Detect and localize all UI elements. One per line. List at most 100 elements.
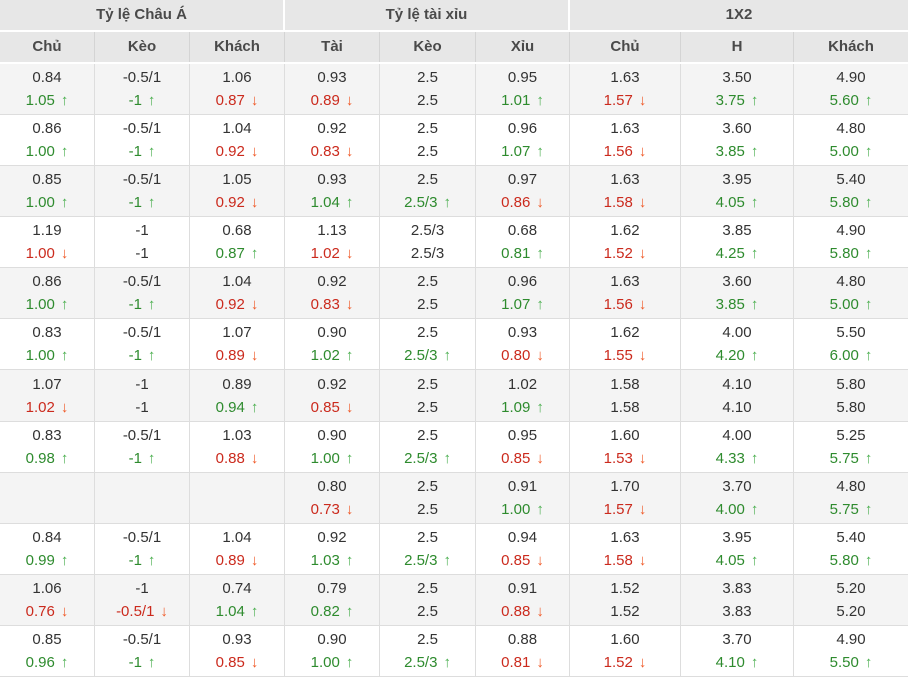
odds-value-previous: 1.13 [317, 222, 347, 240]
odds-value-previous: 0.96 [507, 120, 538, 138]
up-arrow-icon: ↑ [147, 194, 156, 212]
odds-value-previous: 4.00 [722, 426, 752, 444]
odds-value-previous: 0.93 [507, 324, 538, 342]
down-arrow-icon: ↓ [250, 296, 259, 314]
odds-value-previous: 1.05 [222, 171, 252, 189]
odds-cell-ou-under: 0.95 1.01 ↑ [476, 64, 570, 115]
up-arrow-icon: ↑ [864, 143, 873, 161]
odds-value-previous: 3.70 [722, 630, 752, 648]
odds-value-current: 4.00 ↑ [715, 500, 759, 518]
odds-value-previous: 2.5 [417, 528, 438, 546]
down-arrow-icon: ↓ [60, 398, 69, 416]
odds-cell-ou-under: 0.95 0.85 ↓ [476, 421, 570, 472]
column-header-asia-home: Chủ [0, 32, 95, 62]
odds-value-current: 5.00 ↑ [829, 143, 873, 161]
odds-value-current: 2.5 [417, 500, 438, 518]
odds-value-previous: 4.90 [836, 222, 866, 240]
odds-cell-ou-under: 0.88 0.81 ↓ [476, 625, 570, 676]
odds-value-previous: -0.5/1 [122, 120, 162, 138]
up-arrow-icon: ↑ [536, 245, 544, 263]
column-header-1x2-away: Khách [794, 32, 908, 62]
odds-cell-ou-line: 2.5 2.5/3 ↑ [380, 523, 476, 574]
odds-value-current: 1.00 ↑ [25, 347, 69, 365]
odds-cell-asia-away: 0.89 0.94 ↑ [190, 370, 285, 421]
odds-value-previous: -0.5/1 [122, 324, 162, 342]
odds-cell-asia-home: 0.84 0.99 ↑ [0, 523, 95, 574]
up-arrow-icon: ↑ [536, 296, 544, 314]
down-arrow-icon: ↓ [250, 449, 259, 467]
odds-value-previous: 0.86 [32, 273, 62, 291]
group-header-over-under: Tỷ lệ tài xỉu [285, 0, 570, 30]
odds-value-current: 0.83 ↓ [310, 296, 354, 314]
odds-cell-ou-over: 0.92 0.83 ↓ [285, 268, 380, 319]
odds-cell-ou-line: 2.5 2.5 [380, 115, 476, 166]
odds-cell-ou-over: 0.92 1.03 ↑ [285, 523, 380, 574]
odds-value-previous: 2.5 [417, 375, 438, 393]
odds-cell-asia-line: -0.5/1 -1 ↑ [95, 115, 190, 166]
odds-row: 0.85 1.00 ↑ -0.5/1 -1 ↑ 1.05 0.92 ↓ 0.93 1.04 ↑ 2.5 2… [0, 166, 908, 218]
odds-cell-1x2-away: 5.50 6.00 ↑ [794, 319, 908, 369]
odds-value-previous: 3.60 [722, 120, 752, 138]
down-arrow-icon: ↓ [250, 653, 259, 671]
odds-value-previous: 5.50 [836, 324, 866, 342]
down-arrow-icon: ↓ [250, 194, 259, 212]
odds-cell-1x2-draw: 3.83 3.83 [681, 574, 794, 625]
up-arrow-icon: ↑ [750, 449, 759, 467]
odds-value-previous: 2.5 [417, 171, 438, 189]
odds-cell-ou-line: 2.5 2.5/3 ↑ [380, 625, 476, 676]
odds-value-previous: 5.40 [836, 528, 866, 546]
up-arrow-icon: ↑ [60, 449, 69, 467]
odds-cell-1x2-home: 1.63 1.58 ↓ [570, 523, 681, 574]
up-arrow-icon: ↑ [750, 92, 759, 110]
up-arrow-icon: ↑ [60, 143, 69, 161]
odds-value-current: 1.52 ↓ [603, 653, 647, 671]
up-arrow-icon: ↑ [536, 398, 544, 416]
odds-cell-1x2-draw: 3.60 3.85 ↑ [681, 268, 794, 319]
odds-value-current: -1 ↑ [128, 92, 156, 110]
odds-cell-1x2-draw: 3.85 4.25 ↑ [681, 217, 794, 268]
odds-cell-1x2-away: 4.80 5.00 ↑ [794, 268, 908, 318]
odds-value-previous: 0.88 [507, 630, 538, 648]
odds-value-current: 0.86 ↓ [501, 194, 544, 212]
odds-value-previous: 0.96 [507, 273, 538, 291]
up-arrow-icon: ↑ [345, 602, 354, 620]
odds-value-previous: 0.86 [32, 120, 62, 138]
odds-value-previous: -0.5/1 [122, 528, 162, 546]
group-header-1x2: 1X2 [570, 0, 908, 30]
odds-row: 1.07 1.02 ↓ -1 -1 0.89 0.94 ↑ 0.92 0.85 ↓ 2.5 2.5 1.0… [0, 370, 908, 422]
odds-value-current: 0.81 ↑ [501, 245, 544, 263]
up-arrow-icon: ↑ [750, 143, 759, 161]
odds-value-current: 1.58 ↓ [603, 194, 647, 212]
odds-value-current: 0.85 ↓ [215, 653, 259, 671]
odds-value-current: -1 ↑ [128, 449, 156, 467]
odds-value-previous: 1.63 [610, 273, 640, 291]
odds-value-current: 3.85 ↑ [715, 296, 759, 314]
up-arrow-icon: ↑ [443, 653, 451, 671]
odds-cell-ou-over: 0.79 0.82 ↑ [285, 574, 380, 625]
odds-value-current: 1.05 ↑ [25, 92, 69, 110]
up-arrow-icon: ↑ [536, 143, 544, 161]
down-arrow-icon: ↓ [345, 92, 354, 110]
down-arrow-icon: ↓ [638, 500, 647, 518]
odds-cell-1x2-away: 5.40 5.80 ↑ [794, 166, 908, 216]
odds-value-current: 0.82 ↑ [310, 602, 354, 620]
odds-cell-asia-away: 1.04 0.92 ↓ [190, 115, 285, 166]
up-arrow-icon: ↑ [443, 194, 451, 212]
up-arrow-icon: ↑ [536, 92, 544, 110]
odds-value-previous: 3.70 [722, 477, 752, 495]
up-arrow-icon: ↑ [147, 347, 156, 365]
odds-value-previous: 0.68 [507, 222, 538, 240]
down-arrow-icon: ↓ [345, 143, 354, 161]
up-arrow-icon: ↑ [250, 398, 259, 416]
odds-value-current: 1.00 ↑ [501, 500, 544, 518]
up-arrow-icon: ↑ [750, 500, 759, 518]
odds-value-current: 1.07 ↑ [501, 296, 544, 314]
odds-value-previous: -1 [135, 579, 149, 597]
column-header-ou-under: Xỉu [476, 32, 570, 62]
odds-value-previous: 2.5 [417, 579, 438, 597]
odds-value-previous: 5.40 [836, 171, 866, 189]
odds-cell-ou-over: 1.13 1.02 ↓ [285, 217, 380, 268]
odds-cell-asia-home: 0.84 1.05 ↑ [0, 64, 95, 115]
up-arrow-icon: ↑ [345, 194, 354, 212]
odds-value-current: -1 [135, 398, 149, 416]
